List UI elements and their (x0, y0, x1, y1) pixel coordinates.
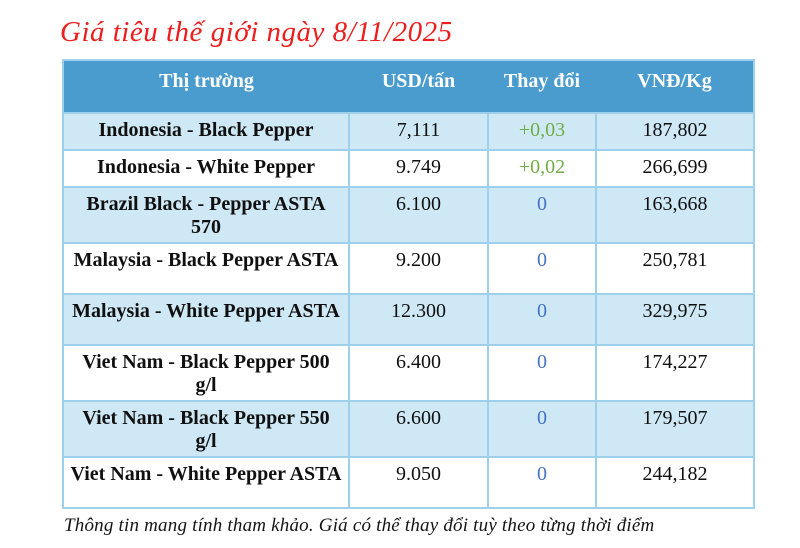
change-cell: 0 (487, 344, 597, 402)
vnd-cell: 250,781 (595, 242, 755, 295)
table-header-row: Thị trường USD/tấn Thay đổi VNĐ/Kg (63, 60, 754, 113)
vnd-cell: 187,802 (595, 112, 755, 151)
table-row: Indonesia - White Pepper 9.749 +0,02 266… (62, 149, 755, 188)
usd-cell: 9.749 (348, 149, 489, 188)
vnd-cell: 174,227 (595, 344, 755, 402)
market-cell: Indonesia - White Pepper (62, 149, 350, 188)
table-row: Malaysia - White Pepper ASTA 12.300 0 32… (62, 293, 755, 346)
vnd-cell: 244,182 (595, 456, 755, 509)
market-cell: Viet Nam - White Pepper ASTA (62, 456, 350, 509)
col-header-vnd: VNĐ/Kg (596, 60, 754, 113)
change-cell: +0,02 (487, 149, 597, 188)
change-cell: 0 (487, 293, 597, 346)
change-cell: 0 (487, 400, 597, 458)
table-row: Brazil Black - Pepper ASTA 570 6.100 0 1… (62, 186, 755, 244)
usd-cell: 9.200 (348, 242, 489, 295)
change-cell: 0 (487, 242, 597, 295)
col-header-change: Thay đổi (488, 60, 596, 113)
table-row: Viet Nam - Black Pepper 500 g/l 6.400 0 … (62, 344, 755, 402)
change-cell: 0 (487, 456, 597, 509)
usd-cell: 7,111 (348, 112, 489, 151)
table-row: Malaysia - Black Pepper ASTA 9.200 0 250… (62, 242, 755, 295)
table-row: Viet Nam - White Pepper ASTA 9.050 0 244… (62, 456, 755, 509)
col-header-market: Thị trường (63, 60, 349, 113)
market-cell: Indonesia - Black Pepper (62, 112, 350, 151)
usd-cell: 6.400 (348, 344, 489, 402)
pepper-price-table: Thị trường USD/tấn Thay đổi VNĐ/Kg Indon… (62, 59, 755, 509)
market-cell: Brazil Black - Pepper ASTA 570 (62, 186, 350, 244)
disclaimer-text: Thông tin mang tính tham khảo. Giá có th… (64, 515, 655, 536)
vnd-cell: 266,699 (595, 149, 755, 188)
change-cell: +0,03 (487, 112, 597, 151)
change-cell: 0 (487, 186, 597, 244)
usd-cell: 6.100 (348, 186, 489, 244)
market-cell: Malaysia - White Pepper ASTA (62, 293, 350, 346)
vnd-cell: 163,668 (595, 186, 755, 244)
market-cell: Viet Nam - Black Pepper 550 g/l (62, 400, 350, 458)
usd-cell: 6.600 (348, 400, 489, 458)
market-cell: Viet Nam - Black Pepper 500 g/l (62, 344, 350, 402)
usd-cell: 12.300 (348, 293, 489, 346)
col-header-usd: USD/tấn (349, 60, 488, 113)
table-row: Indonesia - Black Pepper 7,111 +0,03 187… (62, 112, 755, 151)
vnd-cell: 179,507 (595, 400, 755, 458)
table-row: Viet Nam - Black Pepper 550 g/l 6.600 0 … (62, 400, 755, 458)
usd-cell: 9.050 (348, 456, 489, 509)
market-cell: Malaysia - Black Pepper ASTA (62, 242, 350, 295)
page-title: Giá tiêu thế giới ngày 8/11/2025 (60, 16, 453, 48)
vnd-cell: 329,975 (595, 293, 755, 346)
